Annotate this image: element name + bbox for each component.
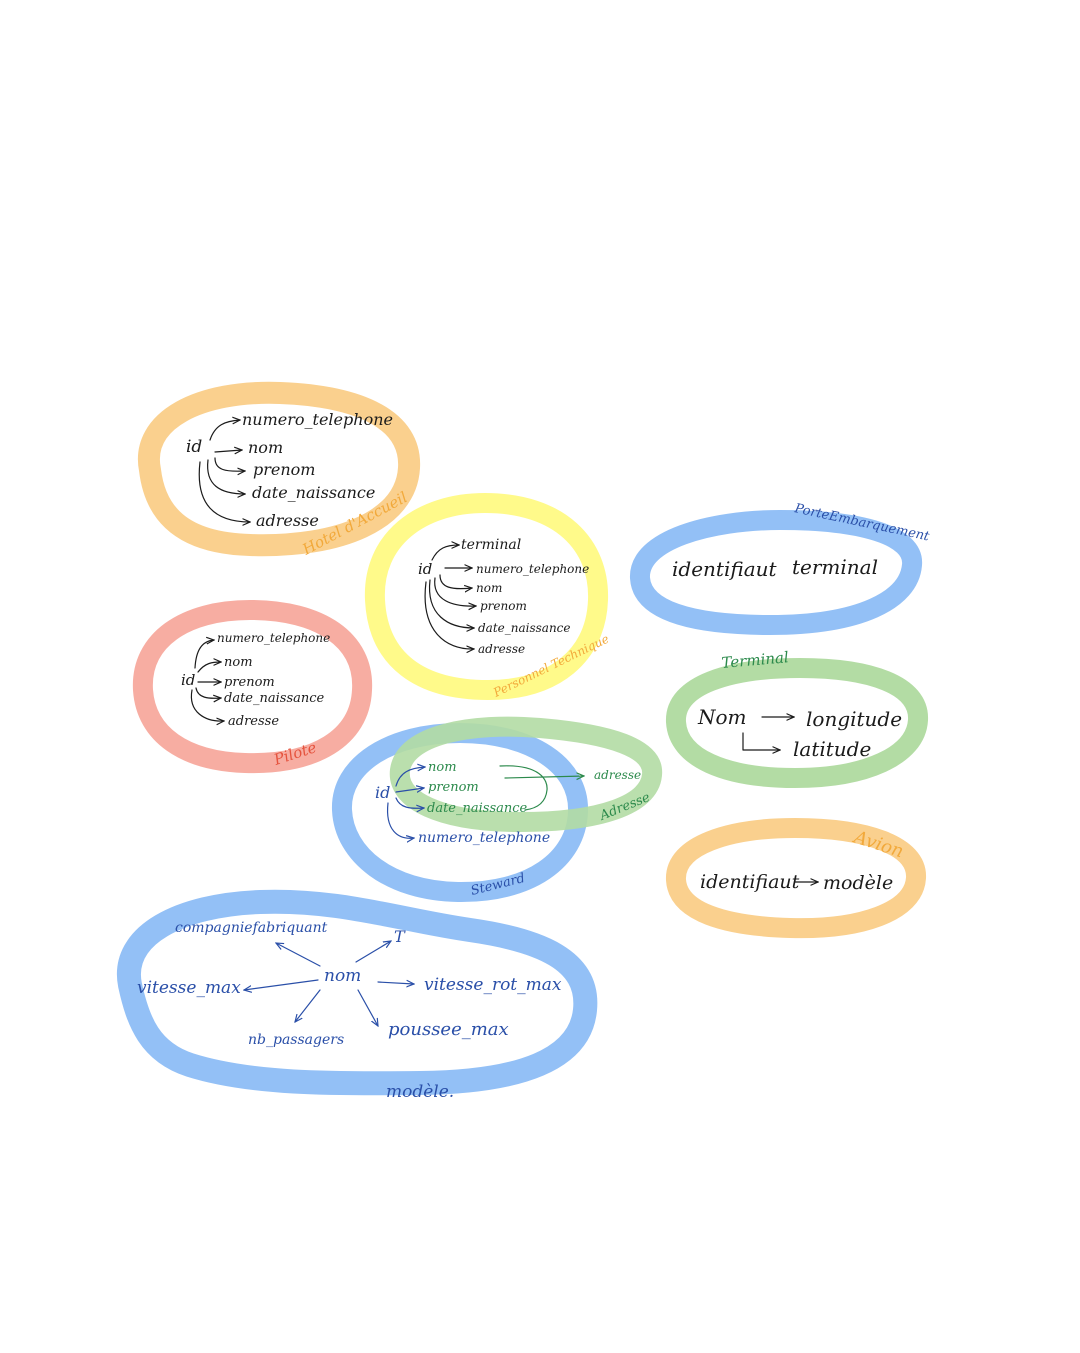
modele-title: modèle. xyxy=(386,1082,454,1102)
personnel-technique-attr-4: date_naissance xyxy=(478,621,571,635)
steward-key: id xyxy=(375,783,390,802)
ring-hotel-accueil xyxy=(137,381,421,557)
terminal-key: Nom xyxy=(697,705,747,729)
hotel-accueil-attr-1: nom xyxy=(248,438,283,457)
entity-modele: nom compagniefabriquant T vitesse_max vi… xyxy=(137,920,562,1102)
entity-avion: Avion identifiaut modèle xyxy=(700,826,906,894)
porte-embarquement-attr-1: terminal xyxy=(792,555,878,579)
pilote-attr-2: prenom xyxy=(224,675,275,690)
personnel-technique-attr-1: numero_telephone xyxy=(476,562,589,576)
personnel-technique-key: id xyxy=(418,560,432,578)
personnel-technique-attr-3: prenom xyxy=(480,599,527,613)
avion-attr-0: modèle xyxy=(823,872,893,894)
personnel-technique-arrows xyxy=(424,545,476,649)
hotel-accueil-key: id xyxy=(186,437,202,457)
steward-attr-1: prenom xyxy=(428,780,479,795)
steward-attr-3: numero_telephone xyxy=(418,830,550,846)
personnel-technique-attr-2: nom xyxy=(476,581,502,595)
ring-modele xyxy=(116,889,598,1096)
terminal-arrows xyxy=(742,717,794,750)
entity-terminal: Terminal Nom longitude latitude xyxy=(697,648,902,761)
modele-attr-4: nb_passagers xyxy=(248,1032,344,1048)
hotel-accueil-attr-0: numero_telephone xyxy=(242,410,393,429)
ring-porte-embarquement xyxy=(630,510,922,635)
terminal-title: Terminal xyxy=(721,648,790,672)
hotel-accueil-arrows xyxy=(198,420,250,522)
personnel-technique-attr-5: adresse xyxy=(478,642,525,656)
pilote-attr-0: numero_telephone xyxy=(217,631,330,645)
hotel-accueil-attr-4: adresse xyxy=(256,511,319,530)
ring-avion xyxy=(666,818,926,939)
steward-attr-2: date_naissance xyxy=(427,801,528,816)
ring-pilote xyxy=(132,600,373,774)
pilote-attr-3: date_naissance xyxy=(224,691,325,706)
modele-arrows xyxy=(244,941,414,1026)
modele-key: nom xyxy=(324,966,361,986)
modele-attr-1: T xyxy=(394,927,406,946)
modele-attr-0: compagniefabriquant xyxy=(175,920,328,936)
adresse-target: adresse xyxy=(594,768,641,782)
pilote-key: id xyxy=(181,671,195,689)
personnel-technique-attr-0: terminal xyxy=(461,537,521,553)
entity-rings xyxy=(116,381,928,1096)
pilote-attr-4: adresse xyxy=(228,714,279,729)
ring-terminal xyxy=(666,658,928,788)
steward-arrows xyxy=(387,767,425,838)
hotel-accueil-attr-2: prenom xyxy=(253,460,315,479)
pilote-attr-1: nom xyxy=(224,655,253,670)
terminal-attr-0: longitude xyxy=(806,707,902,731)
steward-attr-0: nom xyxy=(428,760,457,775)
hotel-accueil-attr-3: date_naissance xyxy=(252,483,375,502)
modele-attr-5: poussee_max xyxy=(388,1019,509,1040)
modele-attr-3: vitesse_rot_max xyxy=(424,975,562,995)
ring-personnel-technique xyxy=(364,493,609,700)
modele-attr-2: vitesse_max xyxy=(137,978,241,998)
entity-pilote: id numero_telephone nom prenom date_nais… xyxy=(181,631,330,769)
avion-key: identifiaut xyxy=(700,871,800,893)
adresse-arrows xyxy=(499,765,584,811)
terminal-attr-1: latitude xyxy=(793,737,871,761)
entity-hotel-accueil: id numero_telephone nom prenom date_nais… xyxy=(186,410,411,559)
pilote-arrows xyxy=(190,640,224,721)
porte-embarquement-attr-0: identifiaut xyxy=(672,557,777,581)
ring-adresse xyxy=(389,716,663,832)
